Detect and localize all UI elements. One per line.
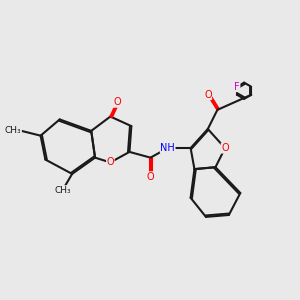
Text: NH: NH <box>160 143 175 153</box>
Text: O: O <box>204 90 212 100</box>
Text: O: O <box>106 158 114 167</box>
Text: O: O <box>221 143 229 153</box>
Text: O: O <box>113 97 121 107</box>
Text: F: F <box>234 82 240 92</box>
Text: CH₃: CH₃ <box>54 186 71 195</box>
Text: O: O <box>147 172 154 182</box>
Text: CH₃: CH₃ <box>5 126 22 135</box>
